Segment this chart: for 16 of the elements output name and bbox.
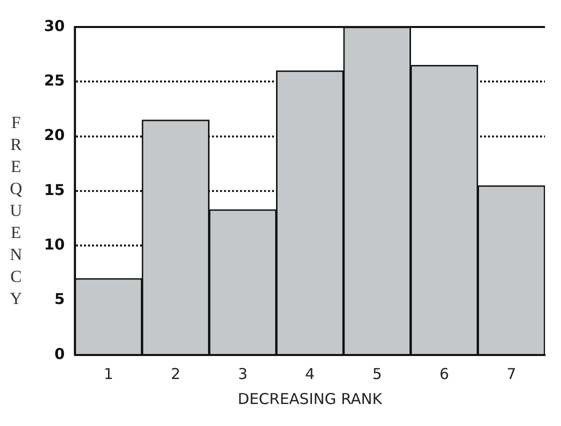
y-tick-label: 5	[54, 290, 65, 308]
x-tick-label: 1	[104, 364, 114, 383]
y-tick-label: 30	[44, 16, 65, 35]
text: FREQUENCY	[10, 112, 22, 308]
x-tick-label: 4	[305, 364, 315, 383]
y-tick-label: 20	[44, 126, 65, 144]
y-tick-label: 25	[44, 72, 65, 90]
x-tick-label: 7	[506, 364, 516, 383]
x-tick-label: 6	[439, 364, 450, 383]
x-tick-label: 3	[238, 364, 248, 383]
x-tick-label: 2	[170, 364, 180, 383]
y-tick-label: 15	[44, 180, 65, 199]
y-tick-label: 10	[44, 236, 65, 254]
x-axis-title: DECREASING RANK	[238, 390, 384, 408]
y-tick-label: 0	[54, 344, 65, 363]
x-tick-label: 5	[372, 364, 382, 383]
